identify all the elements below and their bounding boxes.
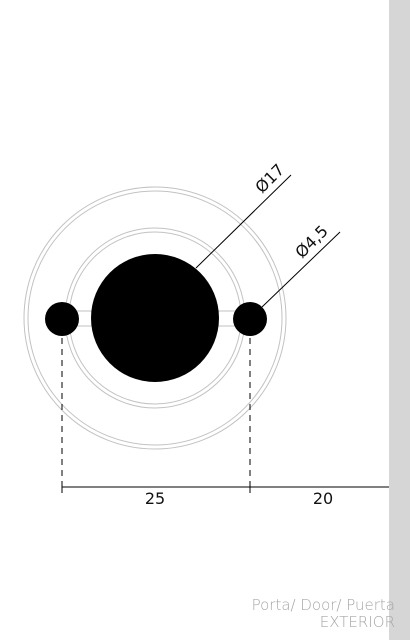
small-hole-left [45,302,79,336]
small-hole-leader [261,231,341,308]
small-hole-right [233,302,267,336]
large-hole [91,254,219,382]
hole-spacing-label: 25 [145,489,165,508]
rosette-outer-ring [23,186,287,450]
rosette-outer-ring-inner [27,190,283,446]
caption-line-exterior: EXTERIOR [319,613,395,631]
edge-distance-label: 20 [313,489,333,508]
small-hole-diameter-label: Ø4,5 [291,221,331,261]
door-side-caption: Porta/ Door/ Puerta EXTERIOR [252,597,395,631]
door-edge-band [389,0,410,640]
large-hole-leader [195,174,292,269]
large-hole-diameter-label: Ø17 [251,160,288,197]
caption-line-door: Porta/ Door/ Puerta [251,596,395,614]
